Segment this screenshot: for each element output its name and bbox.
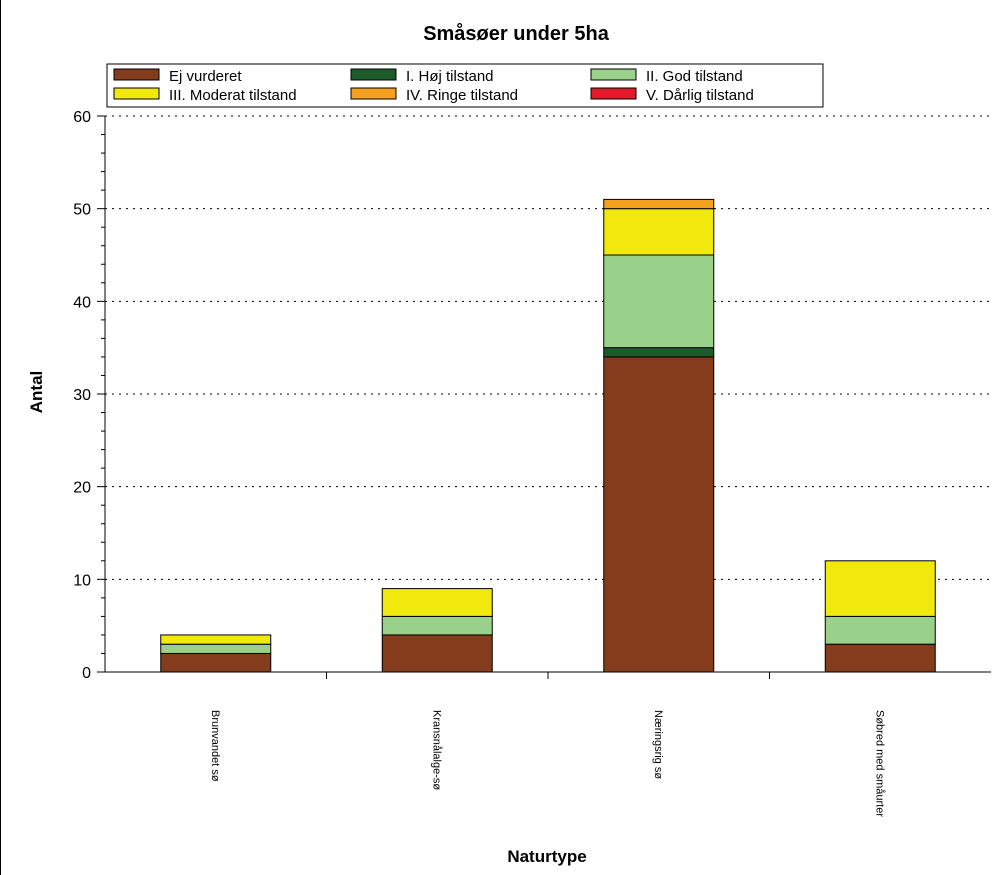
legend-swatch xyxy=(113,68,160,81)
y-tick-label: 30 xyxy=(73,387,91,404)
axis-ticks: 0 10 20 30 40 50 60 xyxy=(73,109,770,682)
category-label: Søbred med småurter xyxy=(873,710,885,817)
bar-segment xyxy=(603,198,715,210)
chart-legend: Ej vurderet I. Høj tilstand II. God tilsta… xyxy=(106,63,824,108)
legend-label: II. God tilstand xyxy=(646,68,743,85)
bar-segment xyxy=(160,652,272,673)
category-label: Næringsrig sø xyxy=(652,710,664,779)
bar-segment xyxy=(381,634,493,673)
bar-segment xyxy=(381,615,493,636)
y-tick-label: 10 xyxy=(73,572,91,589)
legend-swatch xyxy=(350,87,397,100)
y-tick-label: 0 xyxy=(82,665,91,682)
legend-swatch xyxy=(590,87,637,100)
category-label: Kransnålalge-sø xyxy=(430,710,442,790)
grid-lines xyxy=(105,115,991,580)
y-axis-title: Antal xyxy=(27,371,46,414)
y-tick-label: 60 xyxy=(73,109,91,126)
bar-segment xyxy=(160,634,272,645)
legend-label: V. Dårlig tilstand xyxy=(646,87,754,104)
bar-segment xyxy=(603,347,715,358)
legend-swatch xyxy=(350,68,397,81)
category-label: Brunvandet sø xyxy=(209,710,221,782)
bar-segment xyxy=(381,588,493,617)
legend-label: III. Moderat tilstand xyxy=(169,87,297,104)
legend-box xyxy=(106,63,824,108)
category-labels: Brunvandet sø Kransnålalge-sø Næringsrig s… xyxy=(209,710,886,817)
legend-label: I. Høj tilstand xyxy=(406,68,494,85)
chart-title: Småsøer under 5ha xyxy=(423,22,610,45)
bar-segment xyxy=(603,254,715,349)
legend-swatch xyxy=(590,68,637,81)
bar-segment xyxy=(603,208,715,256)
bar-segment xyxy=(160,643,272,654)
legend-label: Ej vurderet xyxy=(169,68,242,85)
bar-segment xyxy=(603,356,715,673)
y-tick-label: 50 xyxy=(73,202,91,219)
legend-label: IV. Ringe tilstand xyxy=(406,87,518,104)
legend-swatch xyxy=(113,87,160,100)
x-axis-title: Naturtype xyxy=(507,847,586,866)
bar-segment xyxy=(824,643,936,673)
bar-segment xyxy=(824,560,936,617)
y-tick-label: 40 xyxy=(73,294,91,311)
y-tick-label: 20 xyxy=(73,480,91,497)
bars xyxy=(160,198,936,673)
bar-segment xyxy=(824,615,936,645)
